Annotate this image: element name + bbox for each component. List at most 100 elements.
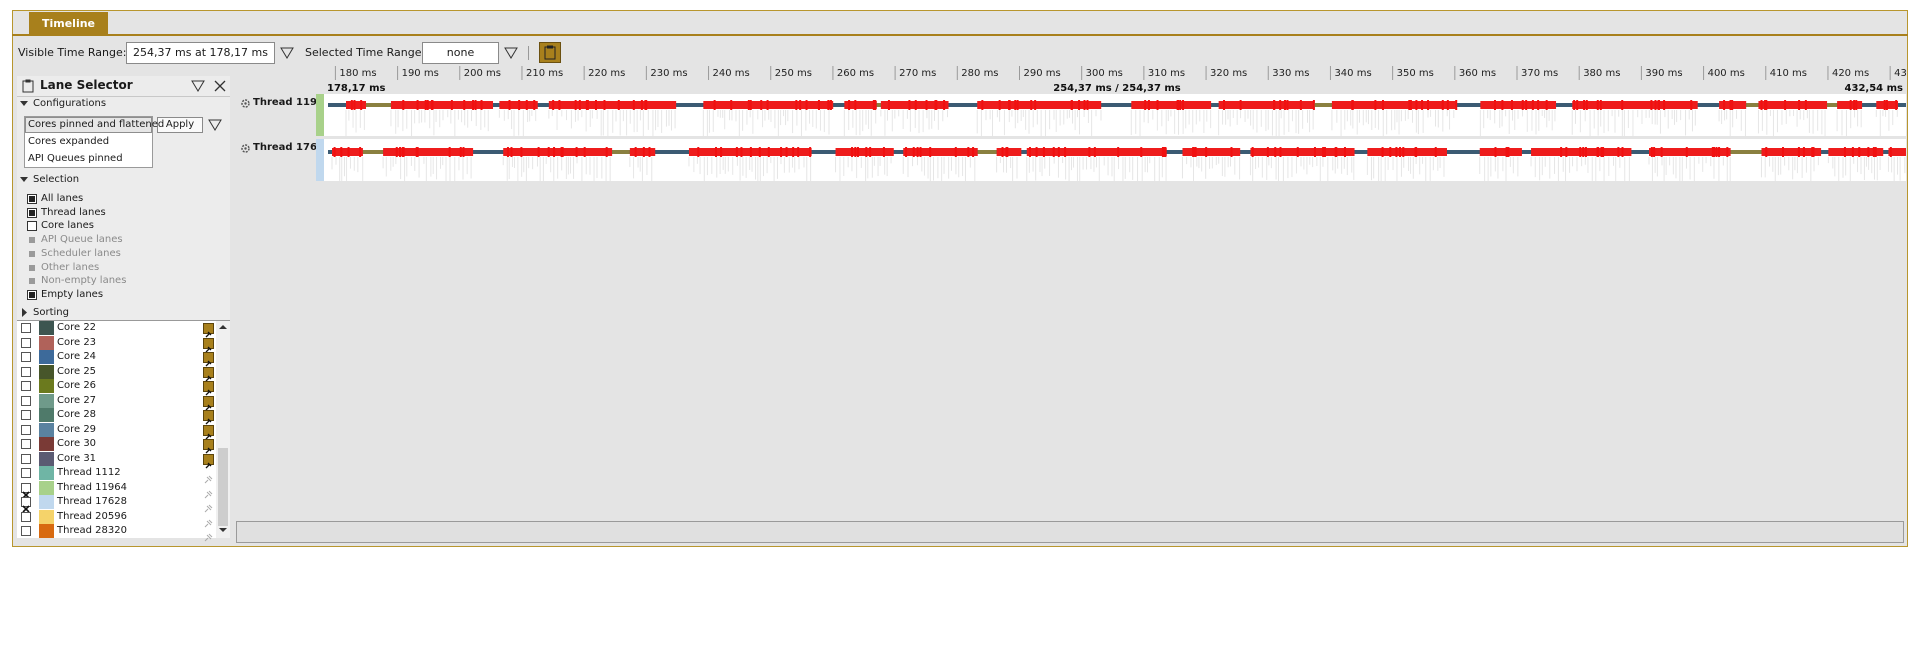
tick-label: 290 ms <box>1023 68 1060 79</box>
expander[interactable] <box>20 100 28 108</box>
spike <box>760 100 763 110</box>
config-item[interactable]: API Queues pinned <box>28 153 123 164</box>
lane-name: Core 31 <box>57 452 97 464</box>
pin-icon <box>205 331 212 338</box>
input[interactable]: 254,37 ms at 178,17 ms <box>126 42 275 64</box>
checkbox[interactable] <box>27 221 37 232</box>
busy <box>548 101 677 109</box>
pin-button[interactable] <box>204 513 213 527</box>
spike <box>415 147 418 157</box>
filter-icon[interactable] <box>280 46 294 60</box>
spike <box>402 100 405 110</box>
filter-icon[interactable] <box>208 118 222 132</box>
spike <box>574 100 577 110</box>
pin-button[interactable] <box>203 453 214 468</box>
busy <box>1026 148 1167 156</box>
pin-button[interactable] <box>203 439 214 454</box>
lane-checkbox[interactable] <box>21 395 31 406</box>
lane-checkbox[interactable] <box>21 366 31 377</box>
pin-button[interactable] <box>203 323 214 338</box>
spike <box>1545 100 1548 110</box>
selected-row <box>25 117 152 133</box>
apply-button[interactable]: Apply <box>157 117 203 133</box>
close-button[interactable] <box>213 79 227 93</box>
spike <box>1715 147 1718 157</box>
pin-button[interactable] <box>203 424 214 439</box>
tab[interactable]: Timeline <box>29 12 108 35</box>
horizontal-scrollbar[interactable] <box>236 521 1904 543</box>
pin-icon <box>204 490 213 498</box>
spike <box>854 100 857 110</box>
spike <box>1117 147 1120 157</box>
spike <box>1889 147 1892 157</box>
lane-name: Thread 1112 <box>57 467 121 478</box>
label: Selected Time Range: <box>305 46 426 59</box>
spike <box>1323 147 1326 157</box>
config-item[interactable]: Cores expanded <box>28 136 110 147</box>
clipboard-button[interactable] <box>539 42 561 63</box>
lane-checkbox[interactable] <box>21 482 31 499</box>
config-item[interactable]: Cores pinned and flattened <box>28 119 165 130</box>
gear-icon <box>241 144 250 153</box>
pin-button[interactable] <box>203 337 214 352</box>
spike <box>1322 147 1325 157</box>
lane-checkbox[interactable] <box>21 424 31 435</box>
lane-checkbox[interactable] <box>21 497 31 513</box>
spike <box>1176 100 1179 110</box>
lane-checkbox[interactable] <box>21 526 31 536</box>
lane-checkbox[interactable] <box>21 468 31 478</box>
checkbox[interactable] <box>27 207 37 218</box>
spike <box>1729 100 1732 110</box>
spike <box>347 147 350 157</box>
spike <box>1621 147 1624 157</box>
lane-checkbox[interactable] <box>21 511 31 522</box>
busy <box>1250 148 1355 156</box>
pin-button[interactable] <box>204 498 213 513</box>
lane-checkbox[interactable] <box>21 410 31 420</box>
lane-checkbox[interactable] <box>21 439 31 449</box>
input[interactable]: none <box>422 42 499 64</box>
spike <box>553 147 556 157</box>
spike <box>766 100 769 110</box>
lane-color <box>39 480 54 495</box>
lane-name: Thread 17628 <box>57 496 127 507</box>
spike <box>1147 100 1150 110</box>
pin-button[interactable] <box>203 381 214 396</box>
lane-checkbox[interactable] <box>21 352 31 362</box>
scroll-up[interactable] <box>218 324 228 330</box>
spike <box>1034 100 1037 110</box>
pin-button[interactable] <box>203 366 214 381</box>
checkbox <box>29 264 35 271</box>
lane-name: Core 26 <box>57 380 97 391</box>
lane-checkbox[interactable] <box>21 453 31 464</box>
pin-button[interactable] <box>203 395 214 410</box>
spike <box>865 147 868 157</box>
spike <box>533 100 536 110</box>
spike <box>1144 100 1147 110</box>
filter-icon[interactable] <box>504 46 518 60</box>
lane-checkbox[interactable] <box>21 337 31 348</box>
expander[interactable] <box>20 176 28 184</box>
scroll-thumb[interactable] <box>218 448 228 526</box>
wait <box>366 103 391 107</box>
lane-checkbox[interactable] <box>21 381 31 391</box>
tab-underline <box>12 34 1908 36</box>
spike <box>1005 147 1008 157</box>
filter-icon[interactable] <box>191 79 205 93</box>
spike <box>399 147 402 157</box>
pin-button[interactable] <box>204 527 213 542</box>
checkbox[interactable] <box>27 194 37 204</box>
pin-button[interactable] <box>203 352 214 367</box>
pin-button[interactable] <box>204 484 213 498</box>
pin-button[interactable] <box>203 410 214 425</box>
busy <box>1479 148 1522 156</box>
spike <box>1179 100 1182 110</box>
spike <box>1093 147 1096 157</box>
expander[interactable] <box>21 308 29 317</box>
scroll-down[interactable] <box>218 527 228 533</box>
checkbox[interactable] <box>27 289 37 300</box>
lane-checkbox[interactable] <box>21 323 31 333</box>
pin-button[interactable] <box>204 469 213 484</box>
spike <box>1874 147 1877 157</box>
